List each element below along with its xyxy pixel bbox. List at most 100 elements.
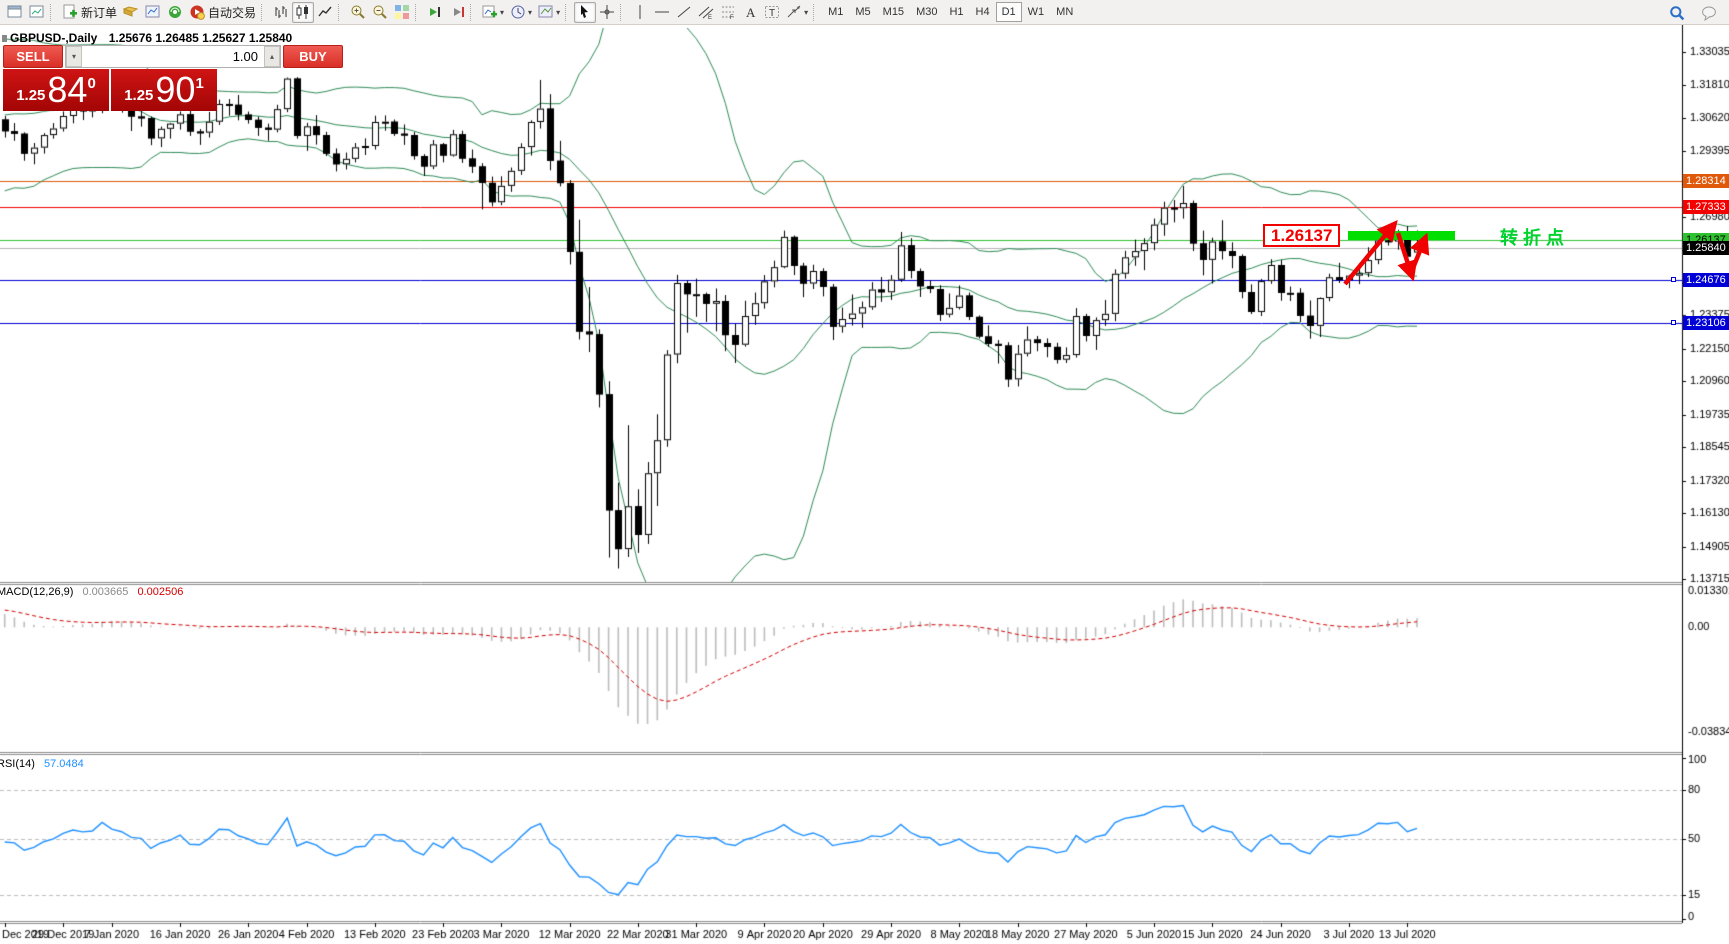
toolbar-right-icons [1666, 2, 1720, 23]
rsi-value: 57.0484 [43, 758, 84, 770]
bar-chart-button[interactable] [270, 2, 292, 23]
chart-title: GBPUSD-,Daily 1.25676 1.26485 1.25627 1.… [10, 31, 292, 45]
price-divider [109, 69, 111, 111]
auto-scroll-button[interactable] [424, 2, 446, 23]
timeframe-w1-button[interactable]: W1 [1027, 6, 1045, 18]
chart-canvas[interactable] [0, 25, 1729, 944]
price-flag-label[interactable]: 1.26137 [1263, 224, 1341, 247]
new-order-label: 新订单 [81, 5, 118, 20]
timeframe-m5-button[interactable]: M5 [855, 6, 871, 18]
main-toolbar: 新订单 自动交易 ▾ ▾ ▾ E F A T ▾ M1 M5 M15 M30 H1 H4 D1 W1 MN [0, 0, 1729, 25]
tile-windows-button[interactable] [391, 2, 413, 23]
trendline-button[interactable] [673, 2, 695, 23]
vline-icon [632, 4, 648, 20]
line-chart-button[interactable] [314, 2, 336, 23]
volume-decrease-button[interactable]: ▾ [66, 46, 82, 67]
cursor-icon [577, 4, 593, 20]
label-button[interactable]: T [761, 2, 783, 23]
shapes-button[interactable]: ▾ [783, 2, 811, 23]
zoom-out-icon [372, 4, 388, 20]
signals-icon [167, 4, 183, 20]
toolbar-separator [813, 3, 818, 21]
window-button[interactable] [4, 2, 26, 23]
vline-button[interactable] [629, 2, 651, 23]
resistance-line-2-badge: 1.27333 [1683, 200, 1729, 215]
new-order-icon [62, 4, 78, 20]
toolbar-separator [415, 3, 420, 21]
timeframe-mn-button[interactable]: MN [1056, 6, 1074, 18]
volume-widget: ▾ ▴ [65, 45, 281, 68]
chart-ohlc-values: 1.25676 1.26485 1.25627 1.25840 [108, 31, 293, 45]
crosshair-icon [599, 4, 615, 20]
macd-indicator-label: MACD(12,26,9) 0.003665 0.002506 [0, 586, 183, 598]
support-line-1-handle[interactable] [1671, 276, 1676, 282]
periods-button[interactable]: ▾ [507, 2, 535, 23]
autotrading-button[interactable]: 自动交易 [186, 2, 259, 23]
fibonacci-button[interactable]: F [717, 2, 739, 23]
turning-point-text[interactable]: 转折点 [1500, 228, 1569, 248]
hline-button[interactable] [651, 2, 673, 23]
volume-increase-button[interactable]: ▴ [264, 46, 280, 67]
bar-chart-icon [273, 4, 289, 20]
chart-shift-icon [449, 4, 465, 20]
sell-price-display[interactable]: 1.25 84 0 [3, 69, 109, 111]
dropdown-caret-icon[interactable]: ▾ [804, 7, 809, 17]
tile-windows-icon [394, 4, 410, 20]
timeframe-h4-button[interactable]: H4 [975, 6, 990, 18]
chart-symbol-period: GBPUSD-,Daily [10, 31, 98, 45]
zoom-in-button[interactable] [347, 2, 369, 23]
svg-text:F: F [730, 15, 734, 20]
trendline-icon [676, 4, 692, 20]
svg-text:E: E [708, 15, 712, 20]
templates-button[interactable]: ▾ [535, 2, 563, 23]
dropdown-caret-icon[interactable]: ▾ [500, 7, 505, 17]
shapes-icon [786, 4, 802, 20]
signals-button[interactable] [164, 2, 186, 23]
chat-icon[interactable] [1698, 2, 1720, 23]
resistance-line-1-badge: 1.28314 [1683, 173, 1729, 188]
one-click-trading-panel: SELL ▾ ▴ BUY 1.25 84 0 1.25 90 1 [3, 45, 343, 111]
dropdown-caret-icon[interactable]: ▾ [528, 7, 533, 17]
timeframe-m1-button[interactable]: M1 [828, 6, 844, 18]
zoom-out-button[interactable] [369, 2, 391, 23]
label-icon: T [764, 4, 780, 20]
cursor-button[interactable] [574, 1, 597, 23]
buy-price-display[interactable]: 1.25 90 1 [111, 69, 217, 111]
indicators-button[interactable]: ▾ [479, 2, 507, 23]
market-watch-button[interactable] [142, 2, 164, 23]
toolbar-separator [50, 3, 55, 21]
volume-input[interactable] [82, 46, 264, 67]
timeframe-d1-button[interactable]: D1 [995, 2, 1022, 22]
timeframe-m30-button[interactable]: M30 [916, 6, 938, 18]
search-icon[interactable] [1666, 2, 1688, 23]
candlestick-chart-button[interactable] [292, 1, 315, 23]
chart-window-button[interactable] [26, 2, 48, 23]
candlestick-chart-icon [295, 4, 311, 20]
support-line-2-handle[interactable] [1671, 319, 1676, 325]
support-zone-bar[interactable] [1348, 231, 1455, 240]
new-order-button[interactable]: 新订单 [59, 2, 120, 23]
chart-symbol-icon [2, 35, 7, 42]
market-watch-icon [145, 4, 161, 20]
profiles-button[interactable] [120, 2, 142, 23]
buy-button[interactable]: BUY [283, 45, 343, 68]
timeframe-h1-button[interactable]: H1 [949, 6, 964, 18]
fibonacci-icon: F [720, 4, 736, 20]
autotrading-label: 自动交易 [208, 5, 257, 20]
timeframe-m15-button[interactable]: M15 [882, 6, 905, 18]
sell-price-pip: 0 [87, 74, 96, 92]
text-button[interactable]: A [739, 2, 761, 23]
svg-text:A: A [746, 5, 756, 20]
line-chart-icon [317, 4, 333, 20]
chart-shift-button[interactable] [446, 2, 468, 23]
auto-scroll-icon [427, 4, 443, 20]
hline-icon [654, 4, 670, 20]
channel-button[interactable]: E [695, 2, 717, 23]
indicators-icon [482, 4, 498, 20]
chart-window-icon [29, 4, 45, 20]
dropdown-caret-icon[interactable]: ▾ [556, 7, 561, 17]
crosshair-button[interactable] [596, 2, 618, 23]
sell-button[interactable]: SELL [3, 45, 63, 68]
channel-icon: E [698, 4, 714, 20]
